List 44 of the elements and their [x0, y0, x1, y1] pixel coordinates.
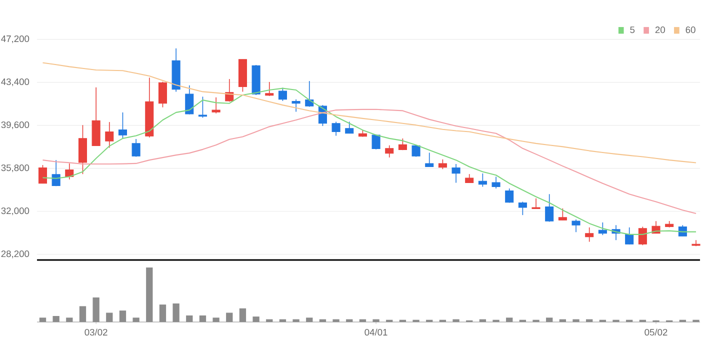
- legend-label: 60: [686, 26, 696, 34]
- candlestick: [185, 84, 194, 115]
- candlestick: [305, 80, 314, 108]
- legend-label: 5: [630, 26, 635, 34]
- candlestick: [452, 164, 460, 184]
- candlestick: [118, 112, 127, 139]
- candlestick: [385, 144, 394, 158]
- candlestick: [332, 121, 340, 136]
- x-tick-label: 05/02: [644, 328, 668, 336]
- candlestick: [105, 122, 114, 148]
- y-tick-label: 35,800: [1, 164, 30, 172]
- candlestick: [478, 173, 487, 188]
- candlestick: [278, 87, 287, 102]
- candlestick: [572, 219, 580, 233]
- x-tick-label: 04/01: [364, 328, 388, 336]
- candlestick: [505, 188, 514, 204]
- y-tick-label: 39,600: [1, 121, 30, 130]
- candlestick: [558, 208, 567, 221]
- candlestick: [438, 158, 447, 170]
- candlestick: [598, 222, 607, 236]
- y-tick-label: 43,400: [1, 78, 30, 86]
- y-tick-label: 28,200: [1, 250, 30, 258]
- legend-label: 20: [655, 26, 665, 34]
- x-tick-label: 03/02: [84, 328, 108, 336]
- candlestick: [78, 124, 88, 174]
- candlestick: [198, 96, 207, 118]
- y-tick-label: 47,200: [1, 35, 30, 44]
- candlestick: [38, 164, 48, 184]
- candlestick: [292, 99, 300, 112]
- candlestick: [638, 226, 647, 246]
- candlestick: [345, 121, 354, 134]
- candlestick: [492, 176, 500, 189]
- candlestick: [532, 198, 540, 210]
- candlestick: [212, 96, 220, 114]
- candlestick: [265, 82, 274, 96]
- y-tick-label: 32,000: [1, 207, 30, 216]
- candlestick: [585, 227, 594, 242]
- candlestick: [158, 81, 167, 108]
- candlestick: [425, 152, 434, 168]
- candlestick: [132, 138, 140, 158]
- candlestick: [372, 134, 380, 150]
- candlestick: [545, 194, 554, 222]
- candlestick: [625, 227, 634, 245]
- candlestick: [518, 201, 527, 216]
